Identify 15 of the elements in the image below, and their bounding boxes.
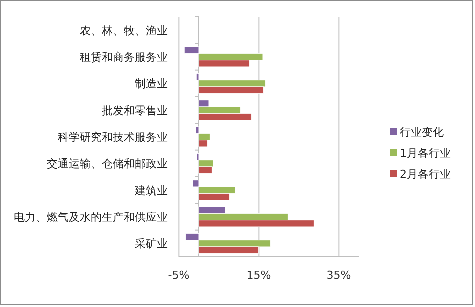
y-tick-label: 租赁和商务服务业 bbox=[80, 51, 168, 64]
y-tick-label: 采矿业 bbox=[135, 238, 168, 251]
x-tick-label: 15% bbox=[246, 269, 272, 282]
y-tick-label: 批发和零售业 bbox=[102, 104, 168, 118]
legend-label: 行业变化 bbox=[400, 126, 444, 139]
legend-label: 1月各行业 bbox=[400, 147, 451, 160]
legend-label: 2月各行业 bbox=[400, 168, 451, 181]
y-tick-label: 制造业 bbox=[135, 78, 168, 91]
y-tick-label: 建筑业 bbox=[134, 184, 168, 198]
y-tick-label: 农、林、牧、渔业 bbox=[80, 24, 168, 38]
y-tick-label: 科学研究和技术服务业 bbox=[58, 131, 168, 144]
y-tick-label: 交通运输、仓储和邮政业 bbox=[47, 158, 168, 171]
x-tick-label: 35% bbox=[326, 269, 352, 282]
y-tick-label: 电力、燃气及水的生产和供应业 bbox=[14, 211, 168, 224]
x-tick-label: -5% bbox=[168, 269, 190, 282]
